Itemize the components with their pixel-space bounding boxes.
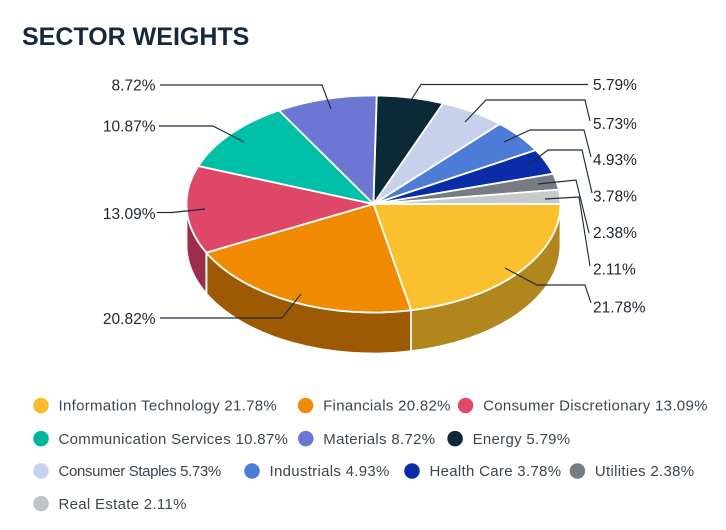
- svg-text:Materials 8.72%: Materials 8.72%: [323, 431, 435, 448]
- svg-text:Consumer Staples 5.73%: Consumer Staples 5.73%: [59, 463, 221, 480]
- svg-text:Communication Services 10.87%: Communication Services 10.87%: [59, 431, 289, 448]
- svg-text:Consumer Discretionary 13.09%: Consumer Discretionary 13.09%: [483, 398, 708, 415]
- svg-text:Utilities 2.38%: Utilities 2.38%: [595, 463, 695, 480]
- svg-text:Energy 5.79%: Energy 5.79%: [473, 431, 571, 448]
- svg-text:2.38%: 2.38%: [593, 225, 637, 242]
- svg-text:13.09%: 13.09%: [103, 206, 156, 223]
- svg-text:20.82%: 20.82%: [103, 311, 156, 328]
- svg-text:Health Care 3.78%: Health Care 3.78%: [430, 463, 562, 480]
- svg-text:Financials 20.82%: Financials 20.82%: [323, 398, 451, 415]
- svg-text:4.93%: 4.93%: [593, 152, 637, 169]
- svg-text:10.87%: 10.87%: [103, 118, 156, 135]
- svg-text:Real Estate 2.11%: Real Estate 2.11%: [59, 496, 187, 513]
- svg-text:Information Technology 21.78%: Information Technology 21.78%: [59, 398, 278, 415]
- svg-text:3.78%: 3.78%: [593, 188, 637, 205]
- svg-text:Industrials 4.93%: Industrials 4.93%: [270, 463, 390, 480]
- svg-text:21.78%: 21.78%: [593, 299, 646, 316]
- svg-text:2.11%: 2.11%: [593, 261, 636, 278]
- svg-text:5.79%: 5.79%: [593, 77, 637, 94]
- svg-text:5.73%: 5.73%: [593, 116, 637, 133]
- svg-text:8.72%: 8.72%: [112, 77, 156, 94]
